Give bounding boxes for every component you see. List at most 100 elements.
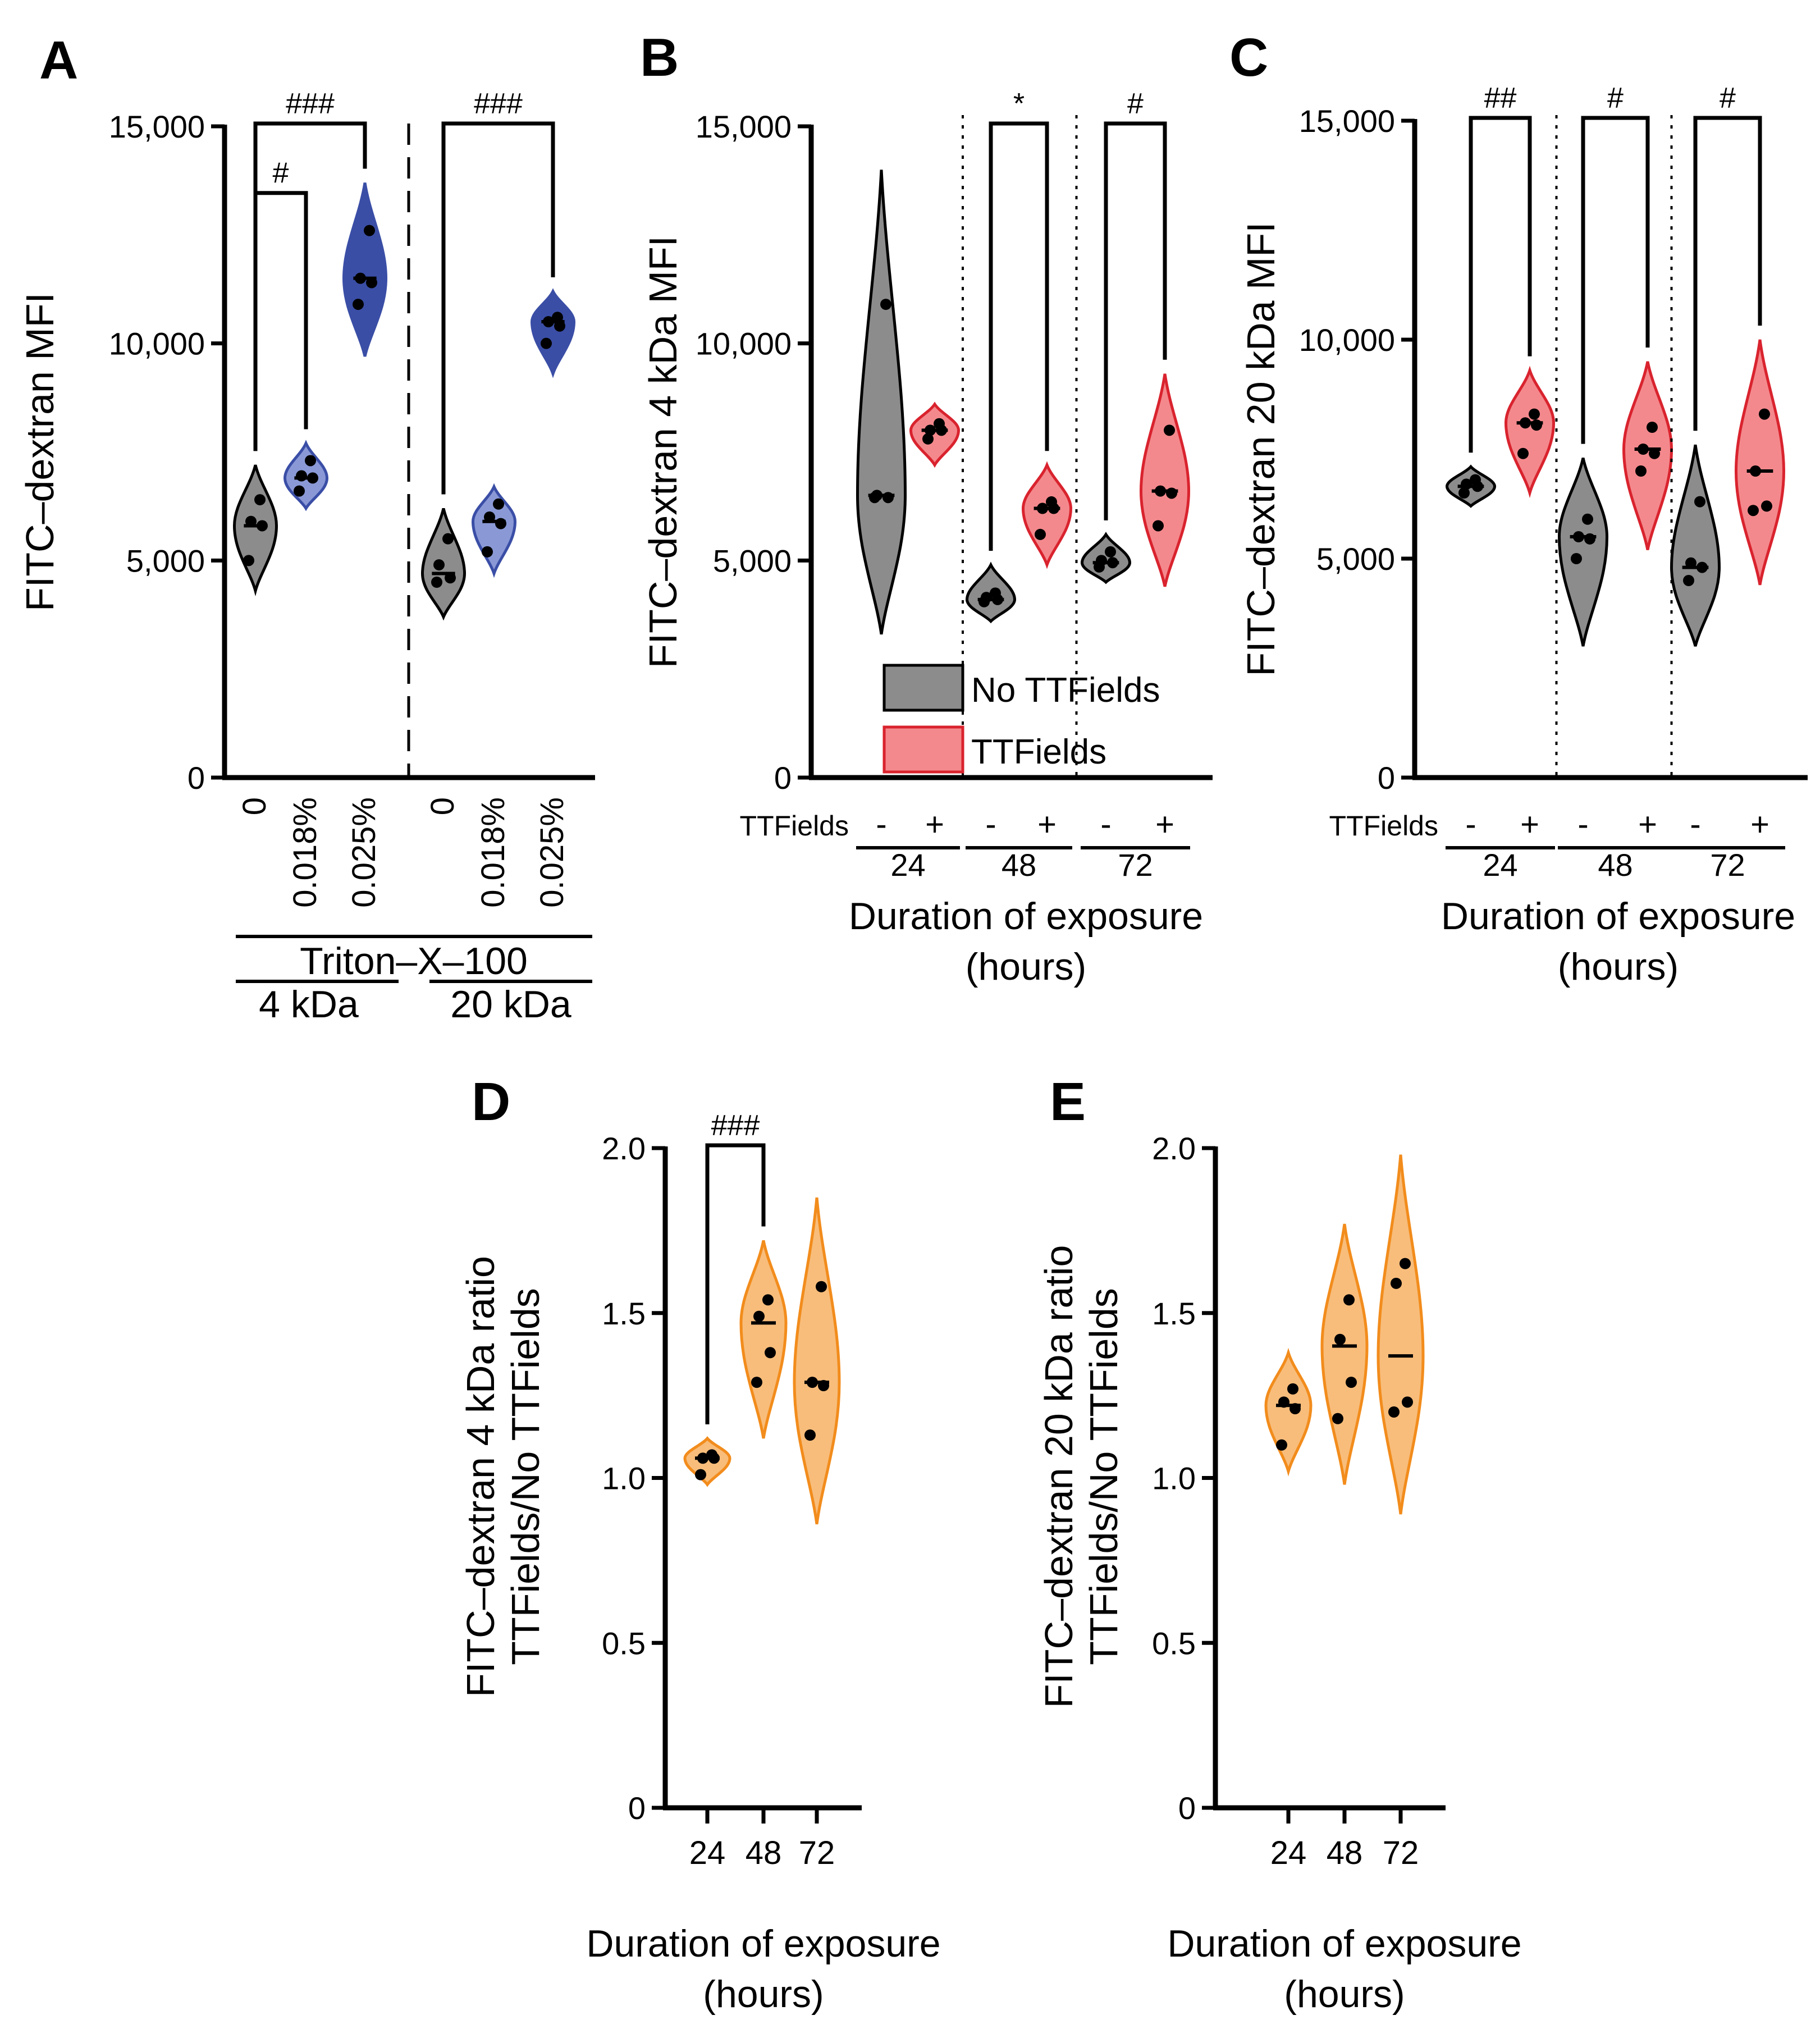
data-point: [1107, 557, 1118, 569]
data-point: [493, 498, 504, 510]
x-tick-label: -: [1577, 806, 1588, 843]
y-tick-label: 15,000: [696, 109, 792, 144]
significance-label: #: [273, 157, 289, 190]
x-axis-title: Duration of exposure: [1167, 1922, 1521, 1965]
data-point: [922, 433, 934, 445]
data-point: [1582, 513, 1593, 525]
data-point: [1289, 1403, 1301, 1415]
significance-bracket: [1693, 116, 1762, 431]
data-point: [482, 546, 493, 557]
y-tick-label: 1.5: [1152, 1296, 1196, 1331]
y-axis-title-2: TTFields/No TTFields: [1082, 1288, 1126, 1665]
x-tick-label: -: [876, 806, 886, 843]
data-point: [1531, 419, 1542, 431]
x-axis-title: Duration of exposure: [1441, 895, 1795, 938]
data-point: [807, 1377, 818, 1388]
data-point: [245, 515, 257, 527]
data-point: [925, 424, 936, 436]
data-point: [552, 312, 563, 323]
y-axis-title: FITC–dextran 20 kDa ratio: [1037, 1245, 1081, 1708]
violin-24: [1264, 1347, 1313, 1477]
data-point: [257, 520, 268, 532]
y-axis-title: FITC–dextran MFI: [18, 293, 62, 611]
x-tick-label: +: [925, 806, 944, 843]
violin-24-: [1504, 365, 1556, 499]
data-point: [936, 424, 947, 436]
data-point: [708, 1452, 720, 1464]
data-point: [882, 492, 894, 504]
violin-20-kDa-0-018-: [471, 483, 517, 578]
data-point: [1649, 447, 1660, 459]
data-point: [818, 1380, 829, 1391]
y-tick-label: 5,000: [126, 543, 205, 578]
y-tick-label: 1.5: [602, 1296, 646, 1331]
data-point: [1573, 531, 1584, 542]
y-tick-label: 15,000: [1299, 103, 1395, 139]
significance-bracket: [253, 121, 367, 451]
x-tick-label: 0: [236, 797, 273, 815]
x-tick-label: +: [1750, 806, 1769, 843]
x-axis-title-2: (hours): [1558, 945, 1679, 988]
violin-72: [793, 1197, 841, 1525]
y-tick-label: 0: [628, 1790, 646, 1826]
row-label: TTFields: [1329, 810, 1438, 842]
data-point: [1759, 408, 1770, 420]
significance-label: ##: [1484, 82, 1517, 115]
data-point: [1571, 553, 1582, 564]
y-axis-title: FITC–dextran 4 kDa ratio: [459, 1256, 502, 1697]
data-point: [1520, 417, 1531, 429]
data-point: [1164, 424, 1175, 436]
data-point: [1276, 1439, 1287, 1451]
data-point: [1153, 520, 1164, 532]
y-tick-label: 2.0: [602, 1131, 646, 1166]
data-point: [697, 1452, 708, 1464]
data-point: [1647, 422, 1658, 433]
data-point: [1048, 502, 1059, 514]
y-tick-label: 1.0: [1152, 1461, 1196, 1496]
subgroup-label: 20 kDa: [450, 983, 571, 1026]
data-point: [1517, 447, 1529, 459]
data-point: [307, 472, 318, 484]
y-tick-label: 2.0: [1152, 1131, 1196, 1166]
data-point: [431, 577, 442, 588]
violin-24-: [909, 401, 961, 468]
data-point: [1343, 1294, 1355, 1306]
data-point: [433, 559, 445, 571]
data-point: [543, 316, 554, 327]
data-point: [1105, 546, 1116, 557]
violin-72: [1377, 1154, 1425, 1515]
significance-label: *: [1013, 88, 1025, 120]
violin-4-kDa-0: [232, 464, 278, 597]
violin-4-kDa-0-025-: [342, 182, 388, 357]
data-point: [1761, 500, 1772, 512]
group-label: 48: [1002, 847, 1036, 883]
x-tick-label: 0.018%: [287, 797, 323, 908]
group-label: 48: [1598, 847, 1632, 883]
x-tick-label: -: [985, 806, 996, 843]
data-point: [1584, 533, 1595, 545]
significance-label: #: [1720, 82, 1736, 115]
data-point: [1334, 1333, 1346, 1345]
y-tick-label: 0.5: [602, 1625, 646, 1661]
x-axis-title-2: (hours): [703, 1973, 824, 2016]
significance-bracket: [441, 121, 555, 495]
y-tick-label: 0: [1178, 1790, 1196, 1826]
data-point: [554, 320, 565, 332]
data-point: [1346, 1377, 1357, 1388]
data-point: [1278, 1396, 1289, 1408]
violin-20-kDa-0-025-: [530, 288, 576, 378]
x-tick-label: 0.025%: [346, 797, 382, 908]
x-axis-title-2: (hours): [1284, 1973, 1405, 2016]
data-point: [1472, 481, 1483, 492]
data-point: [1748, 505, 1759, 517]
data-point: [1694, 496, 1705, 508]
data-point: [1750, 465, 1761, 477]
data-point: [1402, 1396, 1413, 1408]
x-tick-label: 24: [1270, 1835, 1307, 1871]
data-point: [1696, 561, 1708, 573]
data-point: [495, 518, 506, 529]
data-point: [869, 492, 880, 504]
x-tick-label: +: [1037, 806, 1057, 843]
y-tick-label: 0: [774, 760, 792, 796]
